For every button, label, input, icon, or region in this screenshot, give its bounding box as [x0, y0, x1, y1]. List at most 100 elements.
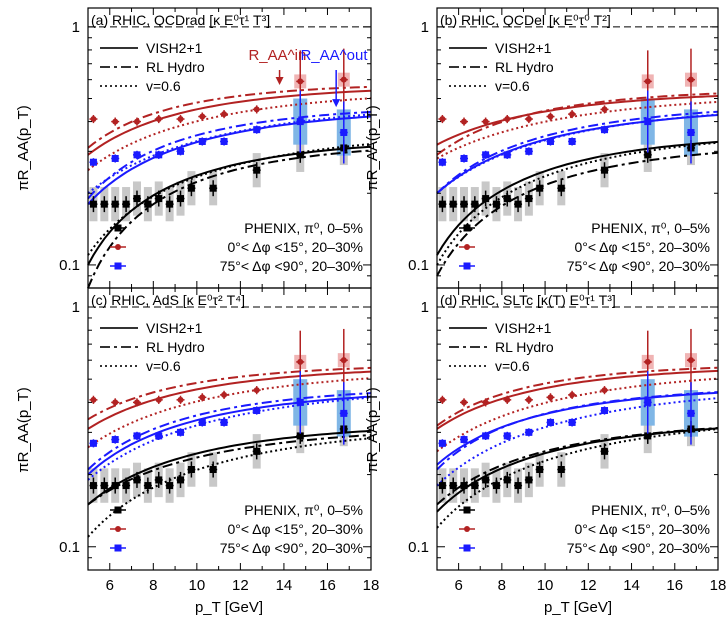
model-curve-red [436, 369, 719, 430]
data-point [221, 111, 228, 118]
legend-data-label: 0°< Δφ <15°, 20–30% [574, 239, 710, 255]
data-point [166, 482, 174, 490]
y-tick-label: 1 [421, 19, 429, 36]
legend-data-label: 75°< Δφ <90°, 20–30% [567, 258, 710, 274]
y-tick-label: 0.1 [59, 539, 80, 556]
legend-data-label: 75°< Δφ <90°, 20–30% [220, 540, 363, 556]
legend-model-label: v=0.6 [495, 78, 530, 94]
data-point [133, 195, 141, 203]
data-point [155, 151, 163, 159]
data-point [166, 200, 174, 208]
y-tick-label: 0.1 [408, 257, 429, 274]
data-point [482, 195, 490, 203]
data-point [438, 482, 446, 490]
data-point [601, 166, 609, 174]
annotation-arrowhead-in [275, 76, 284, 85]
data-point [644, 78, 651, 85]
data-point [687, 76, 694, 83]
x-tick-label: 8 [149, 577, 157, 594]
legend-data-marker [463, 224, 471, 232]
data-point [482, 432, 490, 440]
data-point [177, 147, 185, 155]
data-point [253, 166, 261, 174]
data-point [482, 151, 490, 159]
legend-model-label: VISH2+1 [495, 320, 552, 336]
data-point [547, 113, 554, 120]
data-point [199, 394, 206, 401]
legend-model-label: v=0.6 [146, 78, 181, 94]
model-curve-blue [87, 392, 372, 471]
data-point [525, 195, 533, 203]
data-point [253, 126, 261, 134]
data-point [514, 482, 522, 490]
x-axis-title: p_T [GeV] [195, 599, 263, 616]
data-point [111, 154, 119, 162]
data-point [503, 432, 511, 440]
data-point [144, 200, 152, 208]
data-point [644, 118, 652, 126]
data-point [503, 151, 511, 159]
model-curve-red [436, 95, 719, 146]
legend-data-marker [114, 262, 122, 270]
model-curve-blue [436, 397, 719, 487]
legend-data-label: 0°< Δφ <15°, 20–30% [227, 239, 363, 255]
data-point [536, 184, 544, 192]
legend-data-marker [464, 526, 470, 532]
data-point [461, 399, 468, 406]
model-curve-red [436, 100, 719, 160]
x-tick-label: 18 [363, 577, 380, 594]
legend-data-label: PHENIX, π⁰, 0–5% [244, 220, 363, 236]
data-point [504, 116, 511, 123]
data-point [340, 357, 347, 364]
data-point [220, 137, 228, 145]
data-point [460, 482, 468, 490]
data-point [89, 158, 97, 166]
data-point [155, 195, 163, 203]
data-point [449, 482, 457, 490]
data-point [133, 151, 141, 159]
data-point [461, 118, 468, 125]
x-tick-label: 14 [276, 577, 293, 594]
data-point [209, 466, 217, 474]
data-point [438, 158, 446, 166]
panel-title: (a) RHIC, QCDrad [κ E⁰τ¹ T³] [91, 12, 270, 28]
data-point [155, 396, 162, 403]
data-point [198, 418, 206, 426]
model-curve-red [436, 377, 719, 453]
data-point [569, 111, 576, 118]
model-curve-red [87, 89, 372, 156]
model-curve-blue [87, 113, 372, 195]
data-point [449, 200, 457, 208]
data-point [439, 116, 446, 123]
data-point [187, 466, 195, 474]
legend-data-label: PHENIX, π⁰, 0–5% [244, 502, 363, 518]
y-axis-title: πR_AA(p_T) [15, 387, 32, 472]
plot-frame [436, 287, 719, 571]
y-tick-label: 1 [421, 299, 429, 316]
model-curve-blue [87, 395, 372, 476]
data-point [133, 118, 140, 125]
data-point [112, 399, 119, 406]
model-curve-red [87, 370, 372, 430]
data-point [220, 418, 228, 426]
x-tick-label: 12 [232, 577, 249, 594]
data-point [90, 396, 97, 403]
y-axis-title: πR_AA(p_T) [364, 387, 381, 472]
model-curve-black [87, 434, 372, 506]
model-curve-red [87, 97, 372, 171]
data-point [133, 399, 140, 406]
data-point [296, 118, 304, 126]
x-tick-label: 18 [710, 577, 727, 594]
model-curve-red [436, 366, 719, 427]
data-point [89, 439, 97, 447]
legend-data-label: PHENIX, π⁰, 0–5% [591, 502, 710, 518]
data-point [525, 396, 532, 403]
data-point [601, 126, 609, 134]
panel-title: (d) RHIC, SLTc [κ(T) E⁰τ¹ T³] [440, 292, 616, 308]
data-point [687, 128, 695, 136]
chart-panel-c: 0.116 8 10 12 14 16 18(c) RHIC, AdS [κ E⁰τ² T⁴… [59, 287, 380, 594]
model-curve-red [87, 85, 372, 149]
annotation-r-out: R_AA^out [300, 47, 368, 64]
data-point [601, 407, 609, 415]
